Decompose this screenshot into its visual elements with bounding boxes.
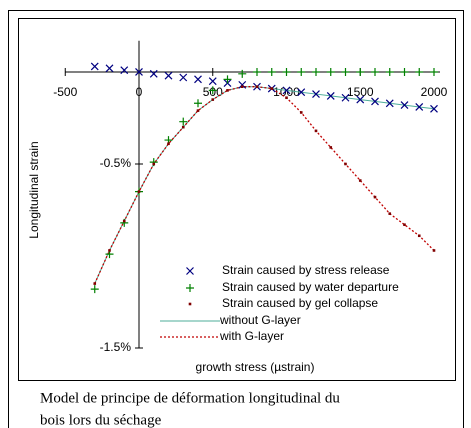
x-marker [208, 77, 217, 86]
y-tick-label: -1.5% [100, 340, 132, 354]
plus-marker [415, 67, 424, 76]
x-marker [282, 86, 291, 95]
square-marker [181, 125, 185, 129]
x-marker [90, 62, 99, 71]
plus-marker [267, 67, 276, 76]
square-marker [344, 162, 347, 166]
x-marker [312, 90, 320, 98]
chart-frame [18, 18, 456, 381]
x-tick-label: -500 [53, 85, 77, 99]
x-marker [105, 64, 114, 73]
square-marker [93, 282, 97, 285]
x-marker [120, 66, 129, 75]
legend-label: Strain caused by water departure [222, 280, 399, 294]
plus-marker [312, 67, 320, 76]
x-marker [385, 99, 394, 108]
square-marker [329, 146, 333, 149]
plus-marker [223, 75, 232, 84]
plus-marker [90, 285, 99, 294]
plus-marker [282, 67, 291, 76]
legend-label: with G-layer [219, 329, 284, 343]
x-marker [135, 68, 143, 76]
x-marker [186, 267, 194, 275]
square-marker [373, 195, 377, 199]
square-marker [285, 96, 288, 100]
x-tick-label: 1000 [273, 85, 300, 99]
square-marker [270, 87, 274, 90]
plus-marker [253, 67, 261, 76]
square-marker [152, 162, 156, 166]
x-marker [326, 91, 335, 100]
x-marker [341, 93, 350, 102]
square-marker [240, 85, 244, 89]
plus-marker [194, 99, 202, 108]
square-marker [122, 219, 126, 223]
square-marker [432, 249, 436, 252]
y-tick-label: -0.5% [100, 156, 132, 170]
plus-marker [385, 67, 394, 76]
legend-label: without G-layer [219, 313, 301, 327]
square-marker [314, 129, 318, 133]
square-marker [167, 142, 170, 146]
square-marker [137, 190, 141, 193]
square-marker [417, 234, 421, 238]
plus-marker [341, 67, 350, 76]
series-line [94, 86, 435, 284]
plus-marker [186, 284, 194, 292]
square-marker [226, 89, 229, 92]
caption-line: Model de principe de déformation longitu… [40, 390, 340, 406]
x-tick-label: 1500 [347, 85, 374, 99]
square-marker [388, 212, 392, 215]
x-marker [371, 97, 379, 106]
x-marker [238, 80, 247, 89]
square-marker [108, 249, 111, 252]
plus-marker [208, 86, 217, 95]
square-marker [196, 109, 200, 112]
legend-label: Strain caused by gel collapse [222, 296, 378, 310]
legend-label: Strain caused by stress release [222, 263, 390, 277]
x-marker [400, 101, 409, 110]
plus-marker [430, 67, 438, 76]
caption-line: bois lors du séchage [40, 412, 162, 428]
square-marker [211, 98, 215, 101]
x-marker [164, 71, 173, 80]
square-marker [188, 302, 192, 306]
plus-marker [297, 67, 306, 76]
x-marker [149, 69, 158, 78]
square-marker [358, 179, 362, 182]
plus-marker [356, 67, 365, 76]
x-marker [356, 95, 365, 104]
x-axis-title: growth stress (µstrain) [196, 360, 315, 374]
plus-marker [238, 69, 247, 78]
frame [8, 10, 464, 428]
x-tick-label: 2000 [421, 85, 448, 99]
series-line [94, 86, 435, 284]
plus-marker [400, 67, 409, 76]
plus-marker [179, 117, 188, 126]
x-marker [179, 73, 188, 82]
y-axis-title: Longitudinal strain [27, 141, 41, 238]
x-marker [415, 103, 424, 111]
plus-marker [371, 67, 379, 76]
x-marker [194, 75, 202, 84]
x-marker [430, 104, 438, 113]
square-marker [255, 85, 259, 89]
square-marker [403, 223, 406, 227]
x-tick-label: 0 [136, 85, 143, 99]
square-marker [299, 111, 303, 114]
x-marker [297, 88, 306, 97]
plus-marker [326, 67, 335, 76]
